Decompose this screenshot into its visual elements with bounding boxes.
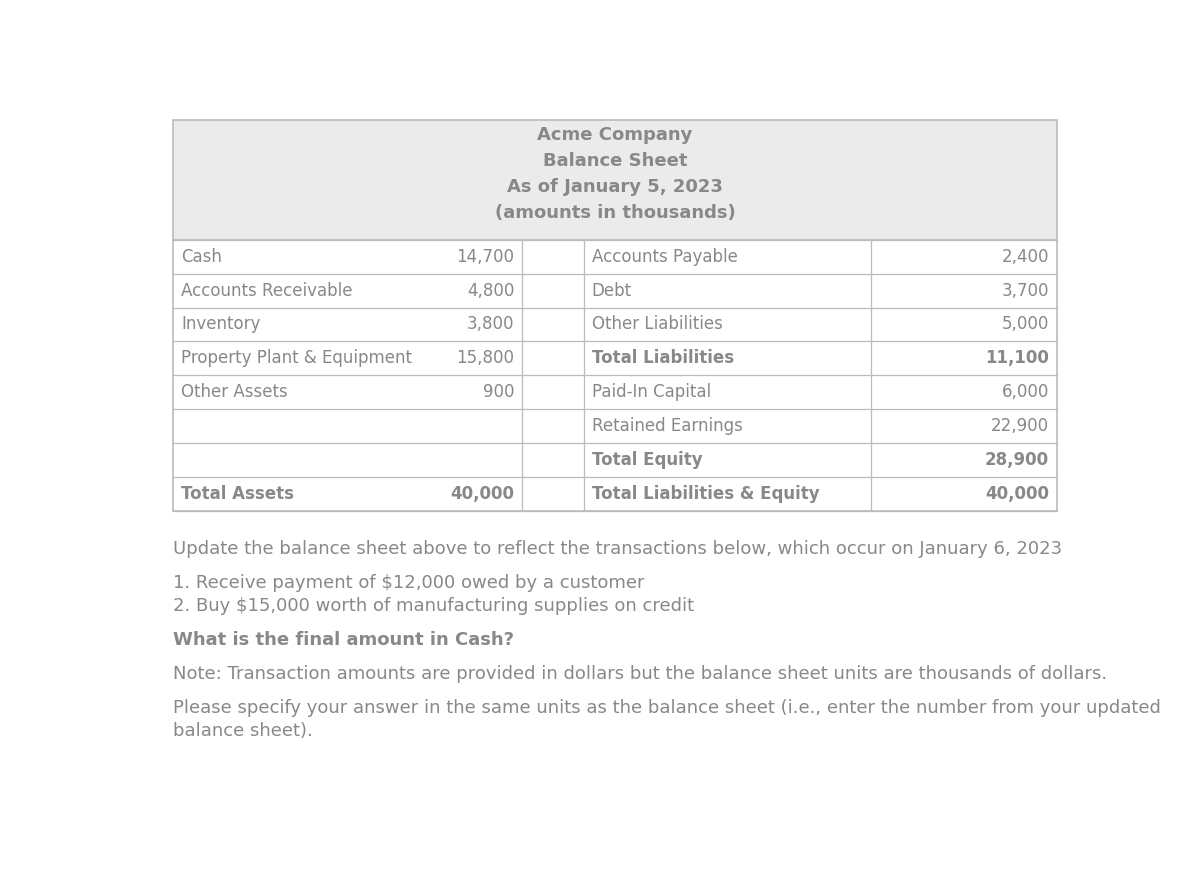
Text: 900: 900 xyxy=(482,384,515,401)
Text: Acme Company: Acme Company xyxy=(538,126,692,144)
Text: 40,000: 40,000 xyxy=(450,485,515,503)
Text: Property Plant & Equipment: Property Plant & Equipment xyxy=(181,349,412,368)
Text: Accounts Receivable: Accounts Receivable xyxy=(181,281,353,299)
Text: Total Liabilities & Equity: Total Liabilities & Equity xyxy=(592,485,820,503)
Text: Other Liabilities: Other Liabilities xyxy=(592,315,722,334)
Text: Update the balance sheet above to reflect the transactions below, which occur on: Update the balance sheet above to reflec… xyxy=(173,540,1062,558)
Text: Note: Transaction amounts are provided in dollars but the balance sheet units ar: Note: Transaction amounts are provided i… xyxy=(173,665,1108,683)
Text: Accounts Payable: Accounts Payable xyxy=(592,248,738,266)
Text: Please specify your answer in the same units as the balance sheet (i.e., enter t: Please specify your answer in the same u… xyxy=(173,699,1162,717)
Text: 3,800: 3,800 xyxy=(467,315,515,334)
Bar xyxy=(173,121,1057,511)
Text: Retained Earnings: Retained Earnings xyxy=(592,417,743,435)
Text: 3,700: 3,700 xyxy=(1002,281,1049,299)
Text: 4,800: 4,800 xyxy=(467,281,515,299)
Text: 22,900: 22,900 xyxy=(991,417,1049,435)
Text: 14,700: 14,700 xyxy=(456,248,515,266)
Text: 5,000: 5,000 xyxy=(1002,315,1049,334)
Text: 40,000: 40,000 xyxy=(985,485,1049,503)
Text: Paid-In Capital: Paid-In Capital xyxy=(592,384,710,401)
Text: 1. Receive payment of $12,000 owed by a customer: 1. Receive payment of $12,000 owed by a … xyxy=(173,574,644,592)
Text: (amounts in thousands): (amounts in thousands) xyxy=(494,203,736,221)
Text: Other Assets: Other Assets xyxy=(181,384,288,401)
Text: Total Assets: Total Assets xyxy=(181,485,294,503)
Text: 28,900: 28,900 xyxy=(985,451,1049,469)
Text: Total Liabilities: Total Liabilities xyxy=(592,349,734,368)
Text: 15,800: 15,800 xyxy=(456,349,515,368)
Text: Balance Sheet: Balance Sheet xyxy=(542,152,688,170)
Text: 6,000: 6,000 xyxy=(1002,384,1049,401)
Text: What is the final amount in Cash?: What is the final amount in Cash? xyxy=(173,631,515,649)
Text: As of January 5, 2023: As of January 5, 2023 xyxy=(508,178,722,195)
Text: 2,400: 2,400 xyxy=(1002,248,1049,266)
Text: 2. Buy $15,000 worth of manufacturing supplies on credit: 2. Buy $15,000 worth of manufacturing su… xyxy=(173,597,695,615)
Text: balance sheet).: balance sheet). xyxy=(173,722,313,740)
Text: 11,100: 11,100 xyxy=(985,349,1049,368)
Text: Debt: Debt xyxy=(592,281,632,299)
Bar xyxy=(173,121,1057,240)
Text: Total Equity: Total Equity xyxy=(592,451,702,469)
Text: Inventory: Inventory xyxy=(181,315,260,334)
Text: Cash: Cash xyxy=(181,248,222,266)
